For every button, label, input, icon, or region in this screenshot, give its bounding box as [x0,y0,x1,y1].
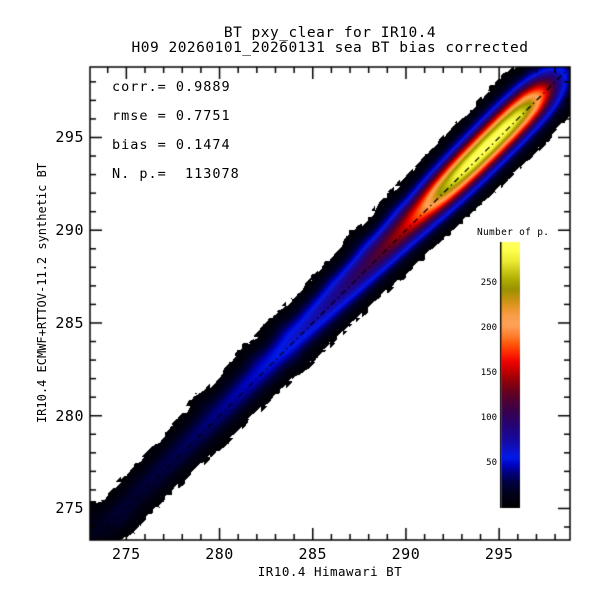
x-tick-label: 290 [391,545,421,563]
colorbar-tick-label: 150 [480,367,497,378]
stat-bias: bias = 0.1474 [112,137,231,153]
stat-npoints: N. p.= 113078 [112,166,240,182]
colorbar-tick-label: 50 [486,457,497,468]
chart-subtitle: H09 20260101_20260131 sea BT bias correc… [131,40,529,56]
y-axis-label: IR10.4 ECMWF+RTTOV-11.2 synthetic BT [35,162,49,424]
x-tick-label: 275 [112,545,141,563]
chart-title: BT pxy_clear for IR10.4 [223,25,437,41]
colorbar-tick-label: 100 [480,412,497,423]
x-tick-label: 280 [205,545,234,563]
x-tick-label: 285 [298,545,328,563]
y-tick-label: 275 [55,499,84,518]
x-axis-label: IR10.4 Himawari BT [257,564,403,579]
stat-rmse: rmse = 0.7751 [112,108,231,124]
colorbar-title: Number of p. [477,227,550,238]
y-tick-label: 280 [55,406,84,425]
colorbar-tick-label: 200 [480,322,497,333]
colorbar-tick-label: 250 [480,277,497,288]
y-tick-label: 295 [55,128,84,147]
y-tick-label: 285 [55,313,84,332]
y-tick-label: 290 [55,221,84,240]
stat-corr: corr.= 0.9889 [112,79,231,95]
stats-block: corr.= 0.9889 rmse = 0.7751 bias = 0.147… [112,80,240,196]
x-tick-label: 295 [484,545,514,563]
